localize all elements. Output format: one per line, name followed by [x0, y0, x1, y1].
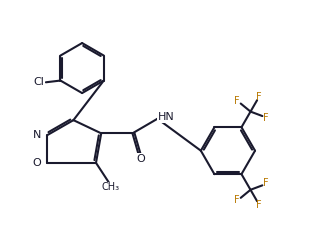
Text: O: O: [136, 154, 145, 164]
Text: F: F: [256, 92, 262, 101]
Text: F: F: [234, 195, 240, 205]
Text: F: F: [256, 200, 262, 210]
Text: N: N: [32, 130, 41, 140]
Text: Cl: Cl: [33, 77, 44, 87]
Text: HN: HN: [158, 112, 175, 122]
Text: F: F: [234, 97, 240, 106]
Text: CH₃: CH₃: [102, 182, 120, 192]
Text: F: F: [263, 113, 269, 123]
Text: F: F: [263, 178, 269, 188]
Text: O: O: [32, 158, 41, 168]
